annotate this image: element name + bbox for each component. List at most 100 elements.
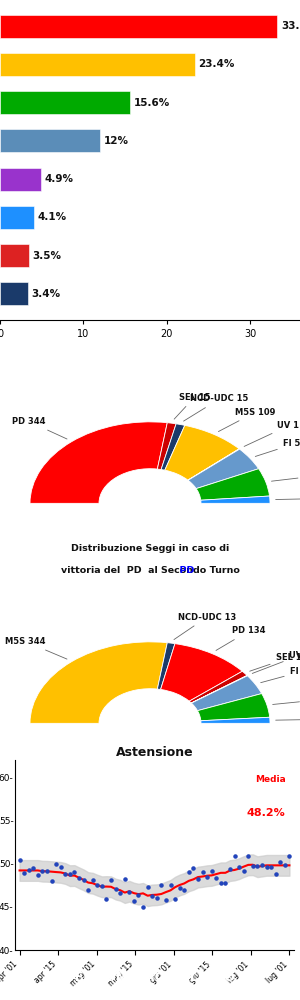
- Point: [63, 866, 68, 882]
- Point: [145, 879, 150, 895]
- Point: [214, 870, 219, 886]
- Wedge shape: [196, 469, 269, 500]
- Point: [127, 884, 132, 900]
- Point: [81, 872, 86, 888]
- Text: FDI 15: FDI 15: [276, 715, 300, 724]
- Text: FDI 18: FDI 18: [276, 494, 300, 503]
- Point: [26, 862, 31, 878]
- Point: [159, 877, 164, 893]
- Bar: [0, 15, 278, 38]
- Text: PD 134: PD 134: [216, 626, 266, 650]
- Point: [255, 858, 260, 874]
- Point: [232, 848, 237, 864]
- Point: [109, 872, 113, 888]
- Point: [58, 859, 63, 875]
- Point: [260, 857, 264, 873]
- Wedge shape: [201, 717, 270, 723]
- Point: [40, 863, 45, 879]
- Point: [131, 893, 136, 909]
- Bar: [0, 168, 41, 191]
- Text: 15.6%: 15.6%: [133, 98, 169, 108]
- Point: [182, 882, 187, 898]
- Bar: [0, 244, 29, 267]
- Point: [45, 863, 50, 879]
- Text: SEL 13: SEL 13: [250, 653, 300, 671]
- Point: [95, 877, 100, 893]
- Wedge shape: [188, 449, 259, 489]
- Text: vittoria del  PD  al Secondo Turno: vittoria del PD al Secondo Turno: [61, 566, 239, 575]
- Point: [141, 899, 146, 915]
- Text: vittoria del  M5S  al Secondo Turno: vittoria del M5S al Secondo Turno: [57, 786, 243, 795]
- Wedge shape: [30, 422, 167, 503]
- Point: [122, 871, 127, 887]
- Point: [76, 870, 81, 886]
- Text: TERMOMETRO POLITICO: TERMOMETRO POLITICO: [65, 971, 235, 984]
- Wedge shape: [201, 496, 270, 503]
- Point: [223, 875, 228, 891]
- Point: [49, 873, 54, 889]
- Point: [177, 880, 182, 896]
- Point: [191, 860, 196, 876]
- Point: [269, 859, 274, 875]
- Point: [278, 854, 283, 870]
- Text: 3.5%: 3.5%: [32, 251, 62, 261]
- Text: Media: Media: [255, 775, 286, 784]
- Text: 4.9%: 4.9%: [44, 174, 73, 184]
- Point: [237, 859, 242, 875]
- Point: [283, 857, 287, 873]
- Point: [164, 892, 168, 908]
- Point: [250, 858, 255, 874]
- Text: 12%: 12%: [103, 136, 128, 146]
- Text: Distribuzione Seggi in caso di: Distribuzione Seggi in caso di: [71, 544, 229, 553]
- Text: PD: PD: [134, 566, 194, 575]
- Point: [35, 867, 40, 883]
- Text: 4.1%: 4.1%: [38, 212, 67, 222]
- Text: UV 1: UV 1: [244, 421, 299, 446]
- Text: 3.4%: 3.4%: [32, 289, 61, 299]
- Point: [246, 848, 251, 864]
- Point: [86, 882, 91, 898]
- Text: M5S: M5S: [131, 786, 199, 795]
- Point: [118, 885, 123, 901]
- Text: FI 58: FI 58: [255, 439, 300, 456]
- Point: [264, 859, 269, 875]
- Text: FI 50: FI 50: [261, 667, 300, 683]
- Point: [90, 872, 95, 888]
- Bar: [0, 282, 28, 305]
- Point: [136, 887, 141, 903]
- Point: [209, 863, 214, 879]
- Text: PD 344: PD 344: [13, 417, 67, 439]
- Point: [72, 864, 77, 880]
- Point: [241, 863, 246, 879]
- Point: [273, 866, 278, 882]
- Point: [200, 864, 205, 880]
- Wedge shape: [188, 449, 240, 480]
- Bar: [0, 53, 195, 76]
- Point: [186, 864, 191, 880]
- Text: LEGA 70: LEGA 70: [272, 471, 300, 481]
- Text: SEL 15: SEL 15: [174, 393, 210, 419]
- Bar: [0, 206, 34, 229]
- Wedge shape: [165, 425, 239, 480]
- Point: [287, 848, 292, 864]
- Text: M5S 344: M5S 344: [5, 637, 67, 659]
- Title: Astensione: Astensione: [116, 746, 193, 759]
- Wedge shape: [161, 424, 185, 470]
- Wedge shape: [30, 642, 167, 723]
- Text: NCD-UDC 15: NCD-UDC 15: [184, 394, 249, 421]
- Point: [100, 878, 104, 894]
- Text: 48.2%: 48.2%: [247, 808, 286, 818]
- Wedge shape: [197, 694, 270, 721]
- Point: [168, 877, 173, 893]
- Point: [17, 852, 22, 868]
- Wedge shape: [189, 671, 247, 703]
- Bar: [0, 129, 100, 152]
- Point: [113, 881, 118, 897]
- Point: [196, 871, 200, 887]
- Text: 23.4%: 23.4%: [198, 59, 235, 69]
- Point: [68, 866, 72, 882]
- Text: 33.3%: 33.3%: [281, 21, 300, 31]
- Point: [173, 891, 178, 907]
- Bar: [0, 91, 130, 114]
- Point: [104, 891, 109, 907]
